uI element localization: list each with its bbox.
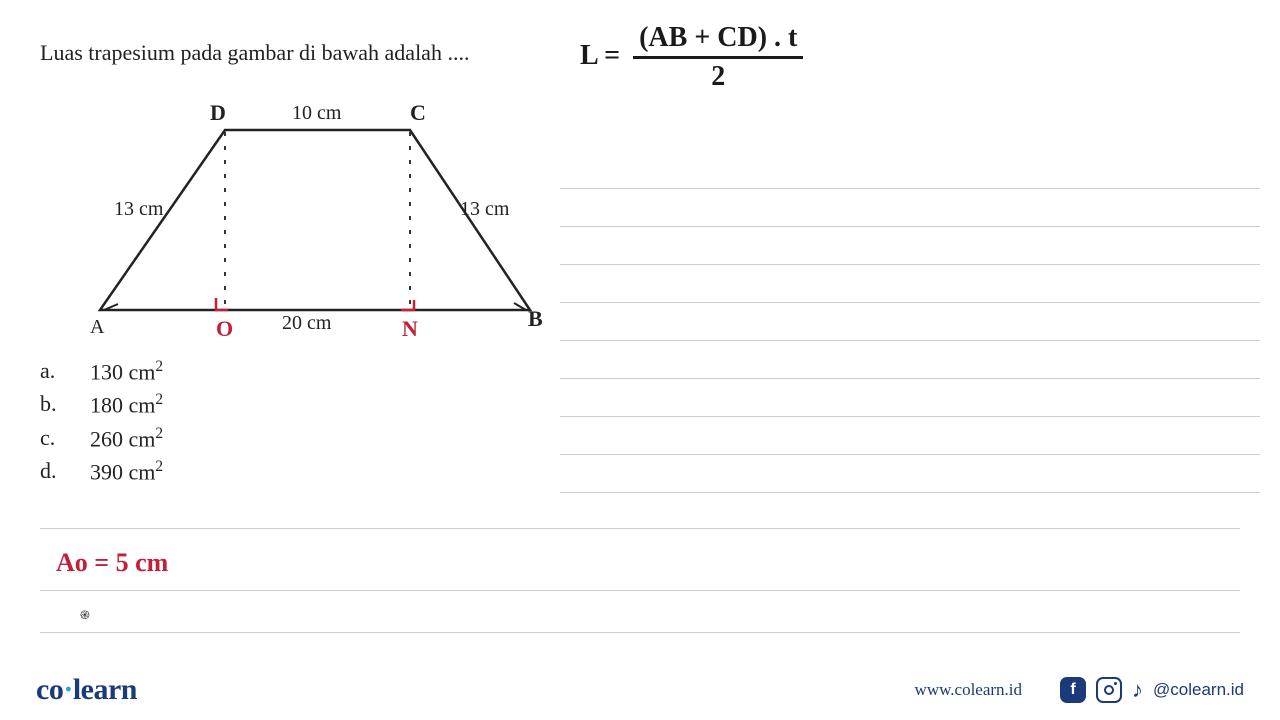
vertex-n: N bbox=[402, 316, 418, 342]
footer-handle[interactable]: @colearn.id bbox=[1153, 680, 1244, 700]
vertex-o: O bbox=[216, 316, 233, 342]
cursor-dot: ֎ bbox=[80, 606, 90, 623]
answer-b-opt: b. bbox=[40, 391, 90, 418]
instagram-icon[interactable] bbox=[1096, 677, 1122, 703]
area-formula: L = (AB + CD) . t 2 bbox=[580, 22, 803, 93]
formula-numerator: (AB + CD) . t bbox=[633, 22, 803, 59]
ruled-line-full-3 bbox=[40, 632, 1240, 633]
edge-ad-label: 13 cm bbox=[114, 198, 163, 221]
formula-denominator: 2 bbox=[711, 59, 725, 93]
brand-logo: co·learn bbox=[36, 673, 137, 707]
footer-right: www.colearn.id f ♪ @colearn.id bbox=[915, 677, 1244, 703]
handwritten-ao: Ao = 5 cm bbox=[56, 548, 168, 578]
vertex-b: B bbox=[528, 306, 543, 332]
answer-b-val: 180 cm2 bbox=[90, 391, 163, 418]
answer-a-val: 130 cm2 bbox=[90, 358, 163, 385]
right-angle-o bbox=[216, 298, 228, 310]
tiktok-icon[interactable]: ♪ bbox=[1132, 677, 1143, 703]
vertex-c: C bbox=[410, 100, 426, 126]
brand-left: co bbox=[36, 673, 63, 706]
formula-lhs: L = bbox=[580, 40, 620, 71]
answer-c-val: 260 cm2 bbox=[90, 425, 163, 452]
question-text: Luas trapesium pada gambar di bawah adal… bbox=[40, 40, 469, 66]
answer-options: a. 130 cm2 b. 180 cm2 c. 260 cm2 d. 390 … bbox=[40, 358, 163, 491]
ruled-lines-right bbox=[560, 188, 1260, 648]
answer-d[interactable]: d. 390 cm2 bbox=[40, 458, 163, 485]
answer-c-opt: c. bbox=[40, 425, 90, 452]
brand-dot: · bbox=[63, 673, 73, 706]
trapezoid-diagram: A B D C O N 10 cm 13 cm 13 cm 20 cm bbox=[60, 110, 580, 350]
answer-d-val: 390 cm2 bbox=[90, 458, 163, 485]
formula-fraction: (AB + CD) . t 2 bbox=[633, 22, 803, 93]
footer-url[interactable]: www.colearn.id bbox=[915, 680, 1022, 700]
ruled-line-full-1 bbox=[40, 528, 1240, 529]
brand-right: learn bbox=[73, 673, 137, 706]
answer-b[interactable]: b. 180 cm2 bbox=[40, 391, 163, 418]
right-angle-n bbox=[401, 300, 414, 310]
answer-d-opt: d. bbox=[40, 458, 90, 485]
edge-dc-label: 10 cm bbox=[292, 102, 341, 125]
edge-ab-label: 20 cm bbox=[282, 312, 331, 335]
answer-a[interactable]: a. 130 cm2 bbox=[40, 358, 163, 385]
answer-c[interactable]: c. 260 cm2 bbox=[40, 425, 163, 452]
vertex-a: A bbox=[90, 316, 104, 339]
facebook-icon[interactable]: f bbox=[1060, 677, 1086, 703]
answer-a-opt: a. bbox=[40, 358, 90, 385]
vertex-d: D bbox=[210, 100, 226, 126]
footer: co·learn www.colearn.id f ♪ @colearn.id bbox=[0, 660, 1280, 720]
ruled-line-full-2 bbox=[40, 590, 1240, 591]
edge-cb-label: 13 cm bbox=[460, 198, 509, 221]
